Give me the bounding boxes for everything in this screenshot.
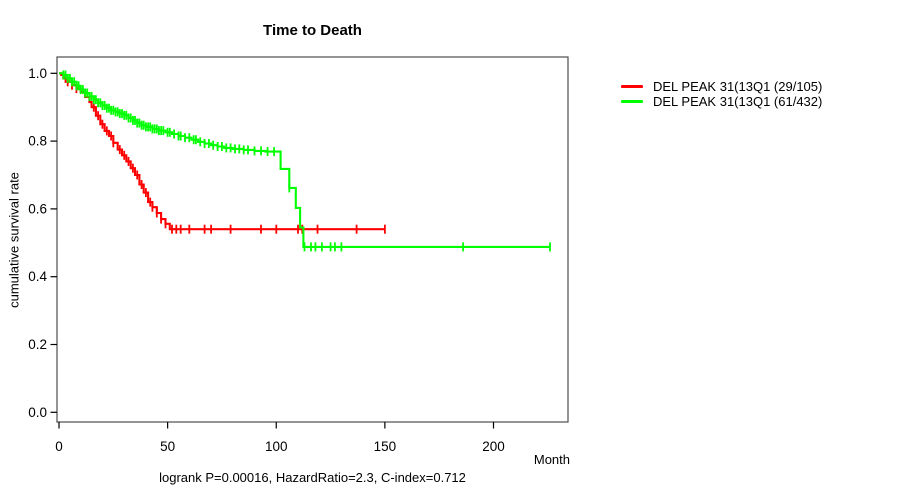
legend-label-green: DEL PEAK 31(13Q1 (61/432) <box>653 94 823 109</box>
x-tick-label: 50 <box>160 439 175 454</box>
x-tick-label: 0 <box>55 439 63 454</box>
y-tick-label: 0.0 <box>28 405 47 420</box>
legend-line-green <box>621 100 643 103</box>
y-tick-label: 0.8 <box>28 134 47 149</box>
chart-caption: logrank P=0.00016, HazardRatio=2.3, C-in… <box>159 470 466 485</box>
legend-line-red <box>621 85 643 88</box>
chart-title: Time to Death <box>263 22 362 39</box>
plot-box <box>56 56 569 423</box>
legend: DEL PEAK 31(13Q1 (29/105) DEL PEAK 31(13… <box>621 79 822 109</box>
x-tick-label: 100 <box>265 439 288 454</box>
y-tick-label: 0.2 <box>28 337 47 352</box>
legend-label-red: DEL PEAK 31(13Q1 (29/105) <box>653 79 823 94</box>
y-tick-label: 0.6 <box>28 201 47 216</box>
legend-item-red: DEL PEAK 31(13Q1 (29/105) <box>621 79 822 94</box>
survival-curve-red <box>59 72 385 231</box>
y-tick-label: 0.4 <box>28 269 47 284</box>
legend-item-green: DEL PEAK 31(13Q1 (61/432) <box>621 94 822 109</box>
x-tick-label: 200 <box>482 439 505 454</box>
x-tick-label: 150 <box>374 439 397 454</box>
x-axis-unit-label: Month <box>533 452 570 467</box>
y-tick-label: 1.0 <box>28 66 47 81</box>
survival-curve-green <box>59 72 550 248</box>
